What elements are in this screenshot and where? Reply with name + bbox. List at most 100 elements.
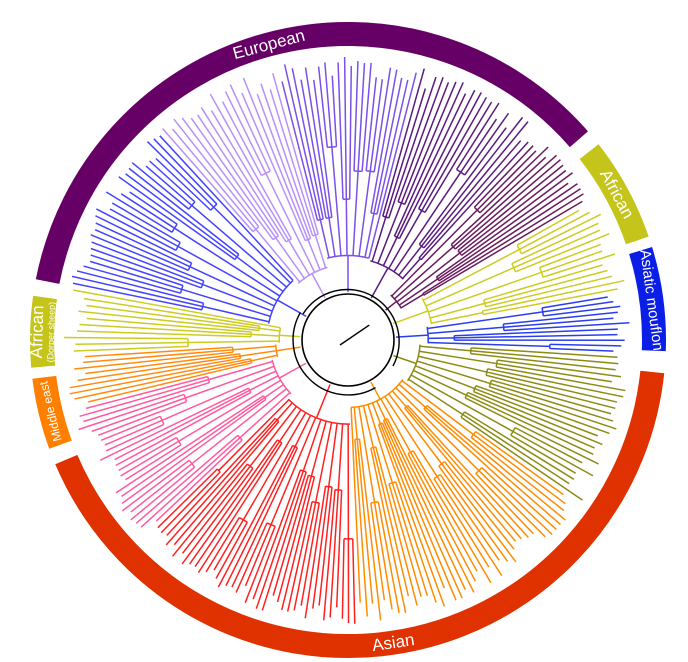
subclade-stem [191, 388, 287, 465]
subclade-stem [202, 283, 273, 312]
subclade-stem [218, 399, 290, 471]
subclade-stem [236, 256, 284, 293]
group-band-0 [35, 21, 588, 284]
tip-branch [510, 434, 576, 474]
tip-branch [475, 384, 610, 435]
subclade-stem [415, 365, 476, 390]
tip-branch [420, 141, 529, 261]
tip-branch [512, 430, 594, 477]
tip-branch [351, 538, 356, 624]
tip-branch [244, 524, 272, 587]
tip-branch [221, 101, 263, 176]
tip-branch [365, 77, 377, 171]
tip-branch [115, 395, 264, 494]
group-band-3 [55, 370, 665, 659]
subclade-stem [177, 245, 278, 302]
tip-branch [457, 164, 564, 252]
subclade-stem [419, 345, 471, 352]
tip-branch [69, 358, 251, 395]
tip-branch [105, 423, 165, 452]
tip-branch [382, 420, 463, 599]
tip-branch [341, 538, 345, 619]
tip-branch [120, 440, 180, 477]
tip-branch [231, 447, 299, 588]
group-band-4 [32, 375, 72, 449]
tip-branch [369, 79, 384, 172]
tip-branch [190, 117, 277, 239]
tip-branch [466, 394, 594, 456]
clade-stem [392, 310, 429, 325]
group-label: African [27, 305, 47, 358]
tip-branch [541, 250, 603, 274]
tip-branch [348, 65, 353, 200]
tip-branch [335, 490, 343, 608]
subclade-stem [232, 345, 276, 351]
tip-branch [388, 483, 422, 597]
tip-branch [128, 167, 240, 255]
tip-branch [489, 386, 617, 430]
tip-branch [281, 476, 316, 611]
subclade-stem [242, 412, 307, 521]
clade-7 [69, 344, 301, 403]
tip-branch [482, 279, 625, 312]
clade-stem [276, 346, 301, 352]
tip-branch [542, 296, 608, 309]
tip-branch [78, 393, 185, 431]
tip-branch [543, 305, 621, 317]
clade-8 [64, 289, 301, 352]
tip-branch [370, 447, 407, 614]
tip-branch [397, 77, 444, 202]
subclade-stem [294, 414, 312, 447]
tip-branch [118, 436, 177, 472]
clade-arc [406, 344, 421, 382]
tip-branch [539, 243, 601, 269]
tip-branch [121, 396, 266, 497]
subclade-stem [314, 422, 333, 503]
tip-branch [483, 264, 603, 301]
tip-branch [173, 118, 260, 228]
tip-branch [79, 323, 252, 336]
tip-branch [370, 502, 386, 601]
tip-branch [225, 446, 296, 586]
subclade-stem [429, 302, 485, 319]
tip-branch [64, 336, 189, 340]
tip-branch [386, 418, 475, 593]
tip-branch [95, 215, 192, 264]
tip-branch [79, 378, 209, 418]
tip-branch [129, 191, 178, 225]
tip-branch [125, 173, 238, 258]
group-band-5 [30, 295, 57, 368]
tip-branch [159, 135, 233, 215]
tip-branch [281, 81, 319, 221]
group-band-2 [629, 246, 666, 352]
subclade-stem [239, 392, 291, 439]
subclade-stem [178, 379, 282, 442]
tip-branch [384, 419, 467, 591]
subclade-stem [352, 171, 359, 256]
tip-branch [256, 93, 312, 239]
tip-branch [276, 475, 313, 603]
tip-branch [503, 317, 614, 328]
tip-branch [375, 446, 418, 606]
tip-branch [97, 400, 187, 436]
tip-branch [438, 188, 581, 282]
tip-branch [491, 379, 612, 415]
tip-branch [503, 322, 630, 332]
subclade-stem [368, 172, 392, 259]
tip-branch [94, 229, 189, 272]
tip-branch [423, 408, 557, 531]
tip-branch [197, 442, 283, 574]
subclade-stem [181, 288, 271, 318]
clade-stem [279, 334, 301, 338]
tip-branch [99, 387, 249, 461]
tip-branch [125, 444, 182, 481]
tip-branch [181, 467, 254, 565]
subclade-stem [362, 405, 375, 448]
tip-branch [88, 362, 252, 403]
subclade-stem [391, 209, 478, 297]
tip-branch [83, 348, 233, 364]
tip-branch [503, 311, 618, 325]
tip-branch [476, 150, 537, 211]
